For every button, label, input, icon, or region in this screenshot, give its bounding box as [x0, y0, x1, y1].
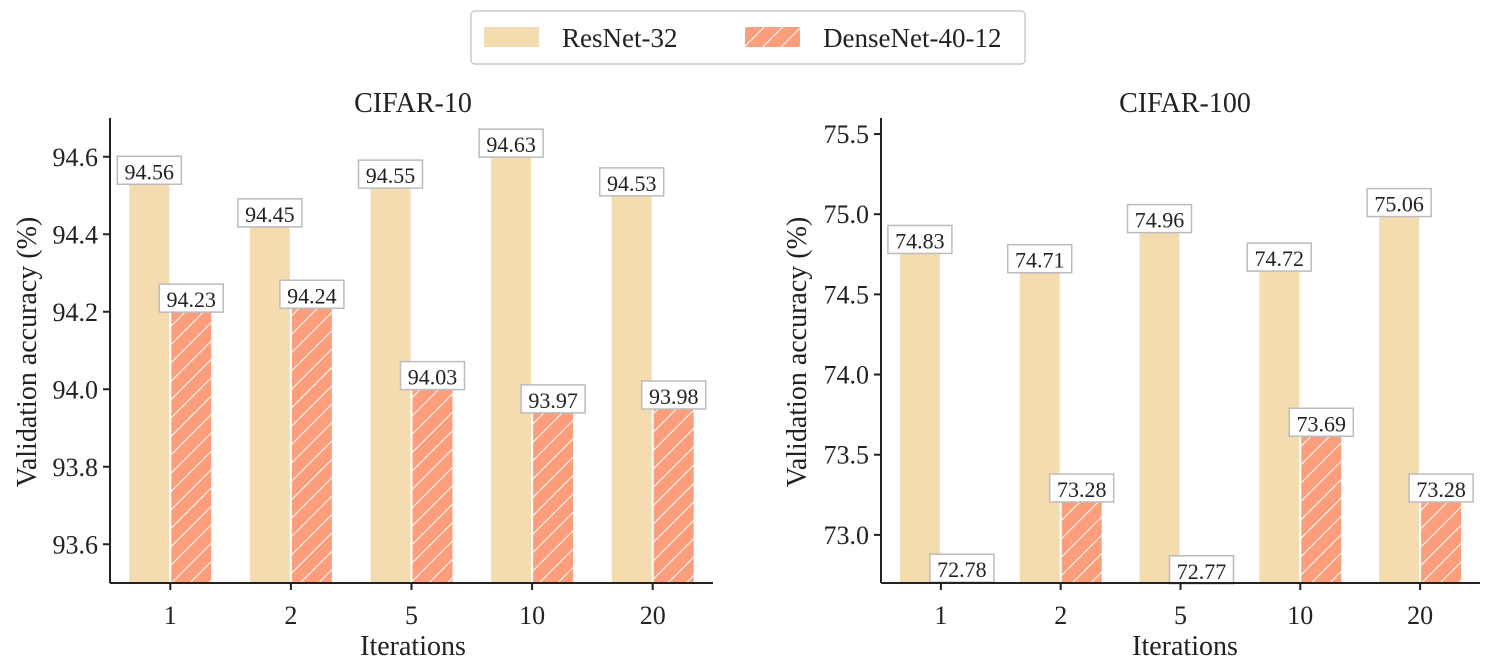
value-label-box [929, 553, 995, 583]
value-label-densenet: 72.77 [1177, 559, 1227, 584]
value-label-resnet: 75.06 [1374, 192, 1424, 217]
y-tick-label: 74.5 [824, 280, 870, 309]
value-label-densenet: 72.78 [937, 557, 987, 582]
x-tick-label: 5 [1174, 601, 1187, 630]
y-tick-label: 94.2 [53, 298, 99, 327]
value-label-box [1126, 203, 1193, 234]
value-label-box [279, 279, 345, 309]
value-label-box [116, 155, 183, 185]
y-tick-label: 93.6 [53, 530, 99, 559]
bar-resnet [899, 241, 940, 583]
x-axis-label: Iterations [1132, 631, 1238, 660]
value-label-box [237, 198, 303, 228]
bar-resnet [1379, 204, 1420, 583]
bar-densenet [171, 300, 212, 583]
value-label-box [478, 128, 544, 158]
value-label-resnet: 94.53 [607, 171, 657, 196]
value-label-densenet: 73.28 [1416, 477, 1466, 502]
bar-resnet [249, 214, 290, 583]
value-label-resnet: 74.83 [895, 228, 945, 253]
bar-resnet [491, 145, 532, 583]
bar-densenet [1301, 424, 1342, 583]
x-tick-label: 2 [1054, 601, 1067, 630]
bar-resnet [1019, 260, 1060, 583]
legend: ResNet-32 DenseNet-40-12 [470, 10, 1026, 65]
bar-densenet [653, 397, 694, 583]
x-tick-label: 10 [1287, 601, 1313, 630]
value-label-densenet: 73.69 [1297, 411, 1347, 436]
value-label-box [1246, 242, 1313, 272]
chart-title: CIFAR-10 [354, 88, 472, 119]
bar-densenet [1061, 490, 1102, 583]
y-tick-label: 94.4 [53, 220, 99, 249]
value-label-resnet: 74.71 [1015, 248, 1065, 273]
x-tick-label: 2 [284, 601, 297, 630]
x-tick-label: 10 [519, 601, 545, 630]
value-label-box [1408, 473, 1474, 503]
chart-cifar10: CIFAR-10 94.5694.2394.4594.2494.5594.039… [12, 88, 713, 660]
value-label-resnet: 74.96 [1135, 208, 1185, 233]
value-label-box [158, 283, 225, 313]
x-tick-label: 1 [934, 601, 947, 630]
y-tick-label: 73.0 [824, 521, 870, 550]
y-axis-label: Validation accuracy (%) [12, 217, 43, 488]
y-tick-label: 73.5 [824, 441, 870, 470]
value-label-densenet: 94.23 [167, 287, 217, 312]
x-axis-label: Iterations [360, 631, 466, 660]
value-label-box [598, 167, 665, 197]
y-tick-label: 75.5 [824, 120, 870, 149]
value-label-box [1366, 187, 1432, 218]
chart-title: CIFAR-100 [1119, 88, 1251, 119]
value-label-resnet: 74.72 [1255, 246, 1305, 271]
value-label-box [399, 360, 466, 391]
value-label-box [1048, 473, 1115, 503]
bar-resnet [1139, 220, 1180, 583]
bar-densenet [291, 296, 332, 583]
value-labels: 74.83 72.78 74.71 73.28 74.96 72.77 74.72 73.69… [887, 187, 1474, 585]
value-label-box [640, 380, 707, 410]
bar-densenet [412, 377, 453, 583]
x-tick-label: 20 [640, 601, 666, 630]
bar-densenet [1421, 490, 1462, 583]
value-label-densenet: 93.98 [649, 384, 699, 409]
value-labels: 94.56 94.23 94.45 94.24 94.55 94.03 94.63 93.97… [116, 128, 707, 414]
value-label-densenet: 94.03 [408, 365, 458, 390]
y-axis-label: Validation accuracy (%) [782, 217, 813, 488]
value-label-resnet: 94.56 [125, 159, 175, 184]
value-label-box [887, 224, 953, 255]
value-label-densenet: 73.28 [1057, 477, 1107, 502]
y-tick-label: 75.0 [824, 200, 870, 229]
legend-swatch-resnet [484, 27, 539, 47]
x-tick-label: 20 [1407, 601, 1433, 630]
y-ticks: 73.0 73.5 74.0 74.5 75.0 75.5 [824, 120, 881, 550]
y-tick-label: 74.0 [824, 361, 870, 390]
x-tick-label: 5 [405, 601, 418, 630]
bar-group [899, 204, 1462, 583]
x-ticks: 1 2 5 10 20 [164, 583, 666, 630]
y-ticks: 93.6 93.8 94.0 94.2 94.4 94.6 [53, 143, 110, 559]
chart-cifar100: CIFAR-100 74.83 72.78 74.71 73.28 74.96 72.77… [782, 88, 1480, 660]
value-label-resnet: 94.63 [486, 132, 536, 157]
value-label-box [1006, 243, 1073, 274]
bar-resnet [129, 172, 170, 583]
legend-label-densenet: DenseNet-40-12 [823, 23, 1001, 53]
y-tick-label: 94.0 [53, 375, 99, 404]
y-tick-label: 94.6 [53, 143, 99, 172]
legend-label-resnet: ResNet-32 [562, 23, 677, 53]
x-ticks: 1 2 5 10 20 [934, 583, 1433, 630]
value-label-densenet: 94.24 [287, 283, 337, 308]
value-label-densenet: 93.97 [528, 388, 578, 413]
value-label-resnet: 94.55 [366, 163, 416, 188]
legend-swatch-densenet [745, 27, 800, 47]
bar-densenet [533, 400, 574, 583]
y-tick-label: 93.8 [53, 453, 99, 482]
value-label-box [520, 384, 586, 414]
value-label-box [1288, 407, 1355, 438]
value-label-resnet: 94.45 [245, 202, 295, 227]
value-label-box [357, 159, 424, 189]
x-tick-label: 1 [164, 601, 177, 630]
